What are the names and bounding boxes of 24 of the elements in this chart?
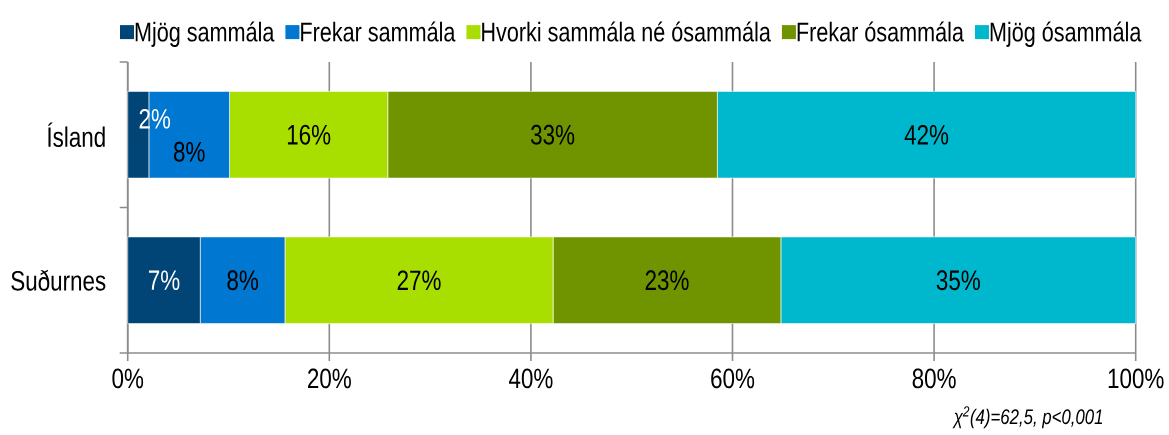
data-label: 35% <box>936 270 980 291</box>
x-tick-label: 0% <box>112 368 144 389</box>
y-tick-label: Suðurnes <box>11 269 106 291</box>
legend-label: Mjög sammála <box>135 21 275 47</box>
data-label: 33% <box>531 124 575 145</box>
data-label: 42% <box>904 124 949 145</box>
data-label: 8% <box>173 141 205 162</box>
y-tick-label: Ísland <box>47 122 105 148</box>
x-tick-label: 40% <box>509 368 553 389</box>
data-label: 27% <box>397 270 441 291</box>
legend-label: Hvorki sammála né ósammála <box>482 21 771 42</box>
text: χ$^{2}$(4)=62,5, p<0,001 <box>952 406 1103 429</box>
legend-label: Frekar ósammála <box>797 21 964 42</box>
x-tick-label: 60% <box>711 368 755 389</box>
legend-label: Frekar sammála <box>301 21 456 42</box>
data-label: 16% <box>287 124 331 145</box>
legend-label: Mjög ósammála <box>990 21 1142 47</box>
x-tick-label: 20% <box>308 368 351 389</box>
data-label: 8% <box>227 270 259 291</box>
x-tick-label: 100% <box>1108 368 1164 389</box>
data-label: 2% <box>139 108 171 129</box>
data-label: 23% <box>645 270 689 291</box>
x-tick-label: 80% <box>912 368 956 389</box>
data-label: 7% <box>148 270 180 291</box>
